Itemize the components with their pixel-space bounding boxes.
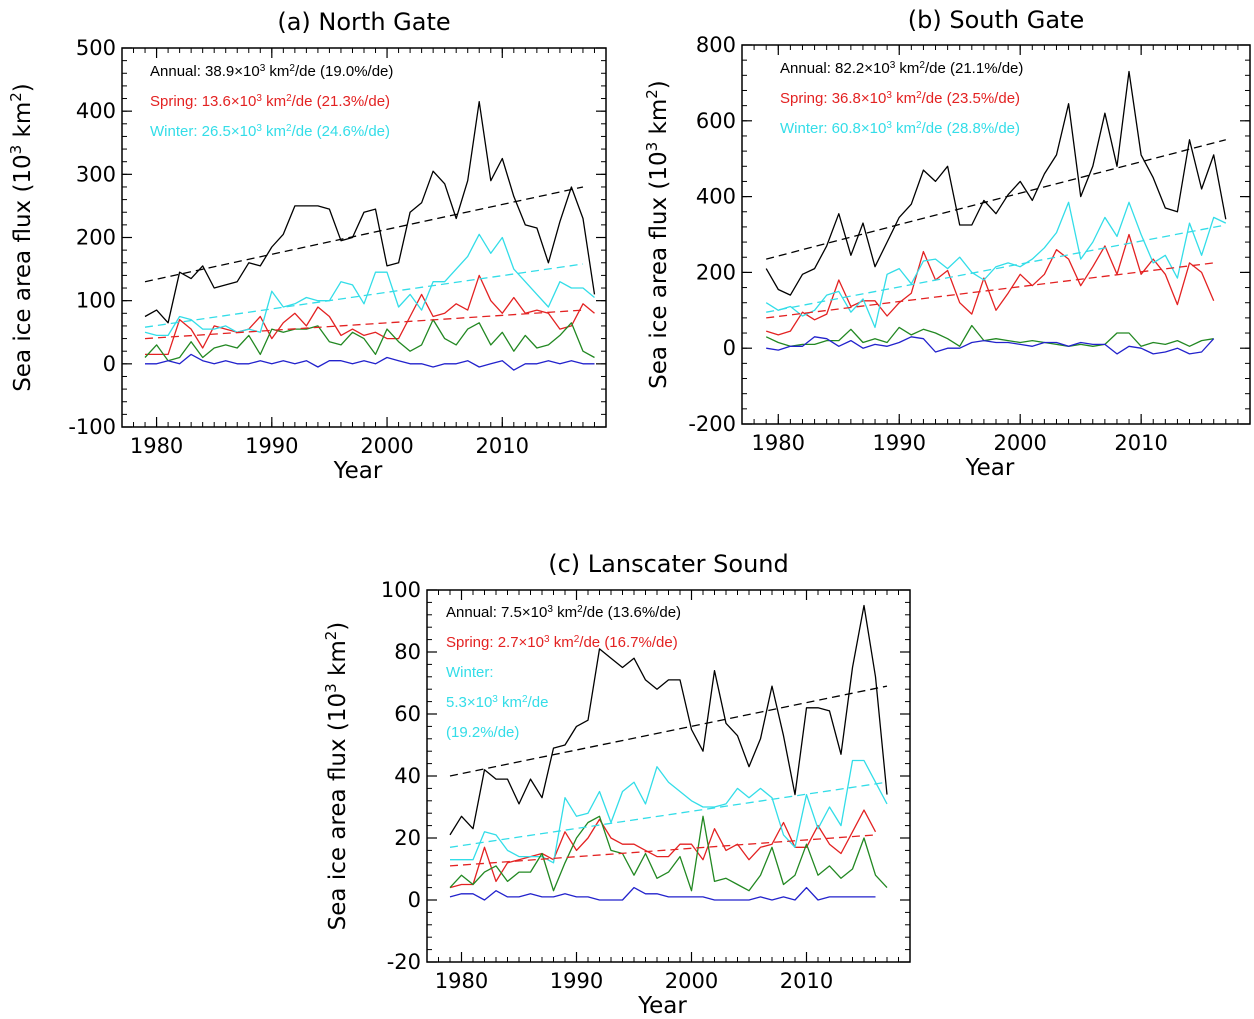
series-line-2 [765, 201, 1227, 329]
trend-annotation: Spring: 2.7×103 km2/de (16.7%/de) [446, 634, 678, 652]
series-line-1 [766, 233, 1215, 336]
y-axis-label: Sea ice area flux (103 km2) [7, 83, 36, 392]
x-tick-label: 1980 [130, 434, 183, 458]
series-line-4 [449, 886, 876, 901]
y-tick-label: 80 [394, 640, 421, 664]
y-tick-label: 0 [103, 352, 116, 376]
y-tick-label: 0 [408, 888, 421, 912]
y-tick-label: 800 [696, 33, 736, 57]
x-axis-label: Year [965, 455, 1015, 481]
trend-annotation: Winter: [446, 664, 494, 681]
y-tick-label: 100 [76, 289, 116, 313]
series-line-3 [144, 318, 595, 362]
y-tick-label: -100 [68, 415, 116, 439]
trend-line-7 [144, 263, 584, 328]
chart-title: (a) North Gate [277, 8, 450, 36]
trend-line-5 [144, 186, 584, 283]
trend-line-7 [766, 224, 1226, 313]
y-tick-label: 60 [394, 702, 421, 726]
chart-panel-a: (a) North Gate -100 0 100 200 300 400 500 1980 19… [7, 8, 607, 484]
x-axis-label: Year [333, 458, 383, 484]
x-tick-label: 1990 [550, 969, 603, 993]
x-axis-label: Year [637, 993, 687, 1019]
trend-line-5 [449, 685, 888, 777]
series-line-3 [449, 815, 888, 892]
y-tick-label: 400 [696, 185, 736, 209]
y-tick-label: 400 [76, 99, 116, 123]
trend-annotation: Winter: 60.8×103 km2/de (28.8%/de) [780, 120, 1020, 138]
chart-panel-b: (b) South Gate -200 0 200 400 600 800 1980 1990 2… [643, 6, 1251, 481]
y-tick-label: 300 [76, 162, 116, 186]
trend-line-5 [766, 139, 1226, 260]
series-line-0 [449, 604, 888, 836]
y-axis-label: Sea ice area flux (103 km2) [643, 80, 672, 389]
trend-annotation: Annual: 7.5×103 km2/de (13.6%/de) [446, 604, 681, 622]
y-tick-label: 200 [76, 226, 116, 250]
trend-line-6 [449, 834, 876, 867]
trend-annotation: (19.2%/de) [446, 724, 519, 741]
y-axis-label: Sea ice area flux (103 km2) [322, 622, 351, 931]
trend-annotation: Winter: 26.5×103 km2/de (24.6%/de) [150, 123, 390, 141]
y-tick-label: 600 [696, 109, 736, 133]
trend-annotation: Annual: 38.9×103 km2/de (19.0%/de) [150, 63, 393, 81]
series-line-2 [450, 759, 888, 864]
x-tick-label: 1980 [435, 969, 488, 993]
y-tick-label: 100 [381, 578, 421, 602]
trend-line-7 [449, 781, 888, 848]
y-tick-label: 20 [394, 826, 421, 850]
series-line-1 [449, 809, 877, 889]
x-tick-label: 1990 [873, 431, 926, 455]
series-line-3 [765, 324, 1214, 347]
trend-annotation: Spring: 36.8×103 km2/de (23.5%/de) [780, 90, 1020, 108]
trend-line-6 [144, 309, 584, 340]
chart-title: (b) South Gate [908, 6, 1084, 34]
trend-annotation: Annual: 82.2×103 km2/de (21.1%/de) [780, 60, 1023, 78]
x-tick-label: 1990 [245, 434, 298, 458]
x-tick-label: 2010 [476, 434, 529, 458]
series-line-4 [766, 336, 1215, 355]
x-tick-label: 2010 [1114, 431, 1167, 455]
series-line-0 [765, 70, 1227, 296]
chart-panel-c: (c) Lanscater Sound -20 0 20 40 60 80 100 1980 19… [322, 550, 911, 1019]
x-tick-label: 2000 [993, 431, 1046, 455]
trend-line-6 [766, 262, 1214, 319]
x-tick-label: 2010 [780, 969, 833, 993]
series-line-0 [144, 101, 596, 324]
y-tick-label: -200 [688, 412, 736, 436]
trend-annotation: Spring: 13.6×103 km2/de (21.3%/de) [150, 93, 390, 111]
series-line-2 [144, 233, 595, 337]
chart-title: (c) Lanscater Sound [548, 550, 789, 578]
trend-annotation: 5.3×103 km2/de [446, 694, 548, 712]
y-tick-label: 0 [723, 336, 736, 360]
y-tick-label: -20 [387, 950, 421, 974]
y-tick-label: 200 [696, 260, 736, 284]
x-tick-label: 2000 [665, 969, 718, 993]
series-line-4 [145, 353, 595, 371]
x-tick-label: 2000 [360, 434, 413, 458]
y-tick-label: 40 [394, 764, 421, 788]
y-tick-label: 500 [76, 36, 116, 60]
x-tick-label: 1980 [752, 431, 805, 455]
